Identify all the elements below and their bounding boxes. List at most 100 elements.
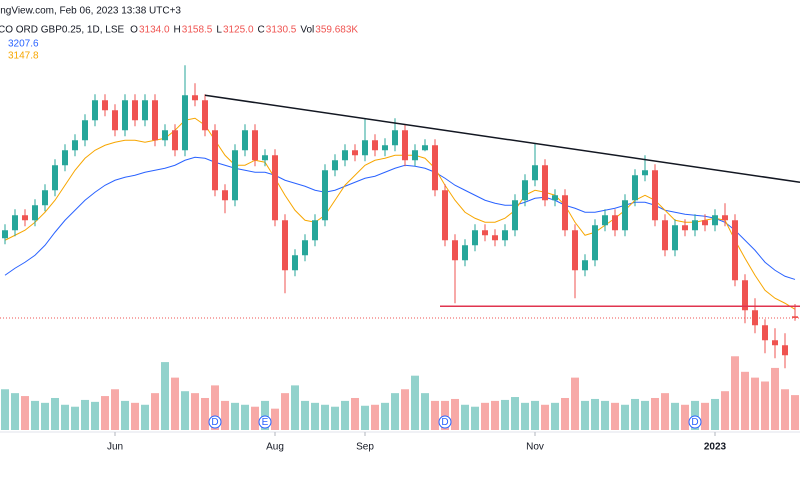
ohlc-key: O — [130, 25, 138, 36]
volume-bar — [331, 406, 339, 430]
volume-bar — [141, 404, 149, 430]
volume-bar — [351, 397, 359, 430]
candle-body — [412, 150, 418, 161]
volume-bar — [51, 397, 59, 430]
event-label: D — [211, 417, 218, 428]
volume-bar — [361, 405, 369, 430]
ohlc-value: 3134.0 — [139, 25, 170, 36]
volume-bar — [271, 408, 279, 430]
volume-bar — [461, 404, 469, 430]
volume-bar — [511, 397, 519, 430]
event-label: D — [441, 417, 448, 428]
volume-bar — [291, 385, 299, 430]
candle-body — [342, 150, 348, 161]
volume-bar — [341, 400, 349, 430]
ohlc-key: C — [258, 25, 265, 36]
candle-body — [612, 215, 618, 231]
candle-body — [242, 130, 248, 151]
volume-bar — [31, 400, 39, 430]
candle-body — [302, 240, 308, 256]
candle-body — [62, 150, 68, 166]
volume-bar — [21, 396, 29, 430]
volume-bar — [481, 402, 489, 430]
volume-bar — [591, 398, 599, 430]
candle-body — [232, 150, 238, 201]
symbol-text: CO ORD GBP0.25, 1D, LSE — [0, 25, 124, 36]
volume-bar — [771, 367, 779, 430]
event-marker — [688, 415, 702, 429]
candle-body — [722, 215, 728, 221]
ma-value: 3147.8 — [8, 51, 39, 62]
volume-bar — [751, 377, 759, 430]
candle-body — [52, 165, 58, 191]
volume-bar — [711, 398, 719, 430]
volume-bar — [251, 406, 259, 430]
volume-bar — [171, 377, 179, 430]
event-label: D — [691, 417, 698, 428]
candle-body — [542, 165, 548, 201]
candle-body — [282, 220, 288, 271]
candle-body — [262, 155, 268, 161]
volume-bar — [231, 402, 239, 430]
candle-body — [162, 130, 168, 141]
volume-bar — [11, 393, 19, 430]
volume-bar — [571, 377, 579, 430]
volume-bar — [201, 397, 209, 430]
candle-body — [352, 150, 358, 156]
volume-bar — [531, 400, 539, 430]
volume-bar — [691, 400, 699, 430]
candle-body — [642, 170, 648, 176]
volume-bar — [731, 356, 739, 430]
volume-bar — [621, 404, 629, 430]
candle-body — [362, 140, 368, 156]
candle-body — [622, 200, 628, 231]
ohlc-key: H — [174, 25, 181, 36]
volume-bar — [191, 393, 199, 430]
candle-body — [222, 190, 228, 201]
candle-body — [672, 225, 678, 251]
volume-bar — [91, 401, 99, 430]
volume-bar — [411, 375, 419, 430]
volume-bar — [1, 389, 9, 430]
volume-bar — [71, 406, 79, 430]
candle-body — [392, 130, 398, 146]
volume-bar — [701, 402, 709, 430]
candle-body — [42, 190, 48, 206]
candle-body — [202, 100, 208, 131]
moving-average — [4, 117, 796, 310]
candle-body — [252, 130, 258, 161]
volume-bar — [381, 402, 389, 430]
volume-bar — [641, 400, 649, 430]
candle-body — [322, 170, 328, 221]
volume-bar — [241, 404, 249, 430]
candle-body — [292, 255, 298, 271]
volume-bar — [221, 400, 229, 430]
volume-bar — [421, 393, 429, 430]
volume-bar — [631, 398, 639, 430]
ohlc-key: L — [216, 25, 222, 36]
volume-bar — [681, 404, 689, 430]
volume-bar — [261, 400, 269, 430]
volume-bar — [521, 402, 529, 430]
candle-body — [662, 220, 668, 251]
candle-body — [602, 215, 608, 226]
candle-body — [332, 160, 338, 171]
volume-bar — [401, 389, 409, 430]
candle-body — [652, 170, 658, 221]
volume-bar — [651, 397, 659, 430]
candle-body — [732, 220, 738, 281]
event-marker — [258, 415, 272, 429]
candle-body — [632, 175, 638, 201]
candle-body — [422, 145, 428, 151]
candle-body — [452, 240, 458, 261]
event-marker — [208, 415, 222, 429]
volume-bar — [61, 404, 69, 430]
volume-bar — [451, 398, 459, 430]
event-marker — [438, 415, 452, 429]
candle-body — [12, 215, 18, 231]
x-tick-label: Jun — [107, 442, 123, 453]
candle-body — [22, 215, 28, 221]
candle-body — [752, 310, 758, 326]
